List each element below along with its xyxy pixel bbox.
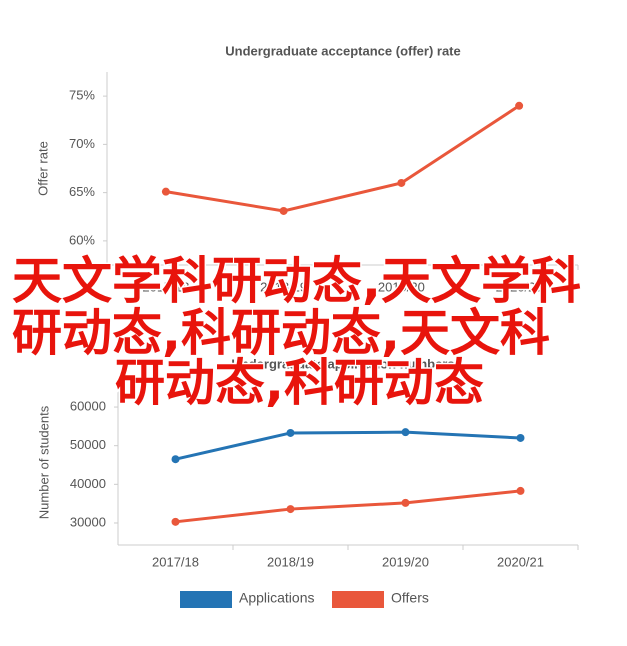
point: [397, 178, 406, 187]
y-tick-label: 60000: [70, 398, 106, 413]
y-tick-label: 30000: [70, 514, 106, 529]
series-line: [165, 104, 520, 213]
chart-title: Undergraduate acceptance (offer) rate: [225, 43, 461, 58]
overlay-text: 天文学科研动态,天文学科: [12, 252, 581, 310]
point: [161, 187, 170, 196]
x-tick-label: 2017/18: [142, 279, 189, 294]
x-tick-label: 2020/21: [496, 279, 543, 294]
legend-label: Applications: [239, 590, 315, 606]
x-tick-label: 2019/20: [382, 554, 429, 569]
overlay-text: 研动态,科研动态: [115, 354, 484, 412]
x-tick-label: 2018/19: [267, 554, 314, 569]
y-axis-label: Number of students: [36, 405, 51, 519]
point: [171, 455, 180, 464]
point: [286, 428, 295, 437]
x-tick-label: 2019/20: [378, 279, 425, 294]
overlay-text: 研动态,科研动态,天文科: [12, 304, 550, 362]
x-tick-label: 2018/19: [260, 279, 307, 294]
series-line: [175, 489, 521, 524]
point: [286, 505, 295, 514]
point: [279, 206, 288, 215]
x-tick-label: 2020/21: [497, 554, 544, 569]
point: [401, 428, 410, 437]
series-line: [175, 430, 521, 461]
legend-label: Offers: [391, 590, 429, 606]
point: [515, 101, 524, 110]
point: [171, 517, 180, 526]
y-axis-label: Offer rate: [35, 141, 50, 196]
y-tick-label: 65%: [69, 184, 95, 199]
point: [516, 486, 525, 495]
y-tick-label: 70%: [69, 136, 95, 151]
y-tick-label: 60%: [69, 232, 95, 247]
y-tick-label: 40000: [70, 476, 106, 491]
legend-swatch: [332, 591, 384, 608]
point: [516, 433, 525, 442]
legend-swatch: [180, 591, 232, 608]
x-tick-label: 2017/18: [152, 554, 199, 569]
chart-title: Undergraduate application numbers: [231, 356, 454, 371]
y-tick-label: 50000: [70, 437, 106, 452]
y-tick-label: 75%: [69, 88, 95, 103]
point: [401, 498, 410, 507]
